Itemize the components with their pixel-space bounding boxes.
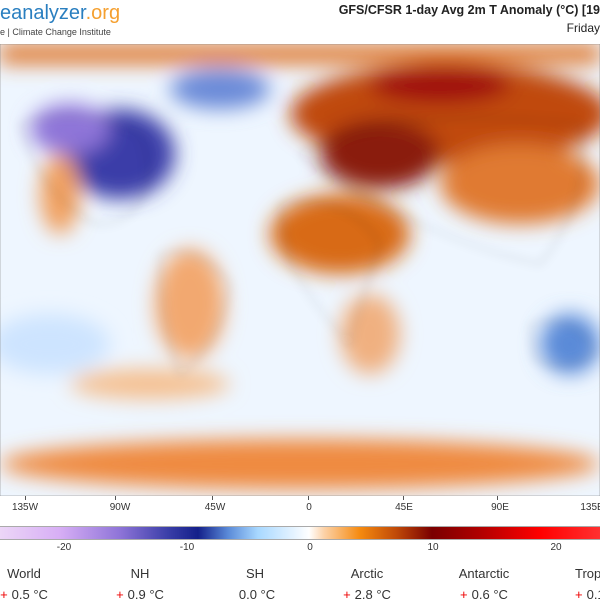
stat-world: World +0.5 °C (0, 566, 48, 602)
colorbar-label: 20 (550, 542, 562, 553)
lon-tick-label: 135E (580, 502, 600, 513)
logo-text: eanalyzer (0, 2, 86, 24)
color-scale-bar (0, 526, 600, 540)
lon-tick-label: 90E (491, 502, 509, 513)
plus-sign: + (460, 587, 468, 602)
stat-value: 0.1 (586, 587, 600, 602)
plus-sign: + (0, 587, 8, 602)
site-subtitle: e | Climate Change Institute (0, 27, 111, 37)
lon-tick-label: 0 (306, 502, 312, 513)
colorbar-label: -20 (56, 542, 72, 553)
stat-sh: SH 0.0 °C (235, 566, 275, 602)
stat-label: NH (130, 566, 150, 581)
plus-sign: + (343, 587, 351, 602)
stat-value: 0.5 °C (11, 587, 48, 602)
stat-value: 0.9 °C (127, 587, 164, 602)
stat-arctic: Arctic +2.8 °C (343, 566, 391, 602)
tick-mark (308, 496, 309, 500)
tick-mark (403, 496, 404, 500)
tick-mark (212, 496, 213, 500)
stat-label: Antarctic (458, 566, 510, 581)
temperature-anomaly-map (0, 44, 600, 496)
stat-nh: NH +0.9 °C (116, 566, 164, 602)
plus-sign: + (575, 587, 583, 602)
stat-label: World (7, 566, 41, 581)
map-title: GFS/CFSR 1-day Avg 2m T Anomaly (°C) [19 (338, 3, 600, 17)
colorbar-label: 10 (427, 542, 439, 553)
colorbar-label: 0 (307, 542, 313, 553)
lon-tick-label: 45E (395, 502, 413, 513)
stat-antarctic: Antarctic +0.6 °C (459, 566, 510, 602)
stat-label: Arctic (350, 566, 384, 581)
plus-sign: + (116, 587, 124, 602)
tick-mark (25, 496, 26, 500)
lon-tick-label: 135W (11, 502, 39, 513)
map-date: Friday (566, 21, 600, 35)
stat-tropics: Tropi +0.1 (575, 566, 600, 602)
stat-label: SH (245, 566, 265, 581)
stat-value: 0.6 °C (471, 587, 508, 602)
lon-tick-label: 45W (204, 502, 226, 513)
colorbar-label: -10 (179, 542, 195, 553)
stat-value: 2.8 °C (354, 587, 391, 602)
tick-mark (115, 496, 116, 500)
lon-tick-label: 90W (109, 502, 131, 513)
stat-value: 0.0 °C (238, 587, 276, 602)
site-logo[interactable]: eanalyzer.org (0, 2, 120, 25)
stat-label: Tropi (575, 566, 600, 581)
tick-mark (497, 496, 498, 500)
logo-suffix: .org (85, 2, 121, 24)
